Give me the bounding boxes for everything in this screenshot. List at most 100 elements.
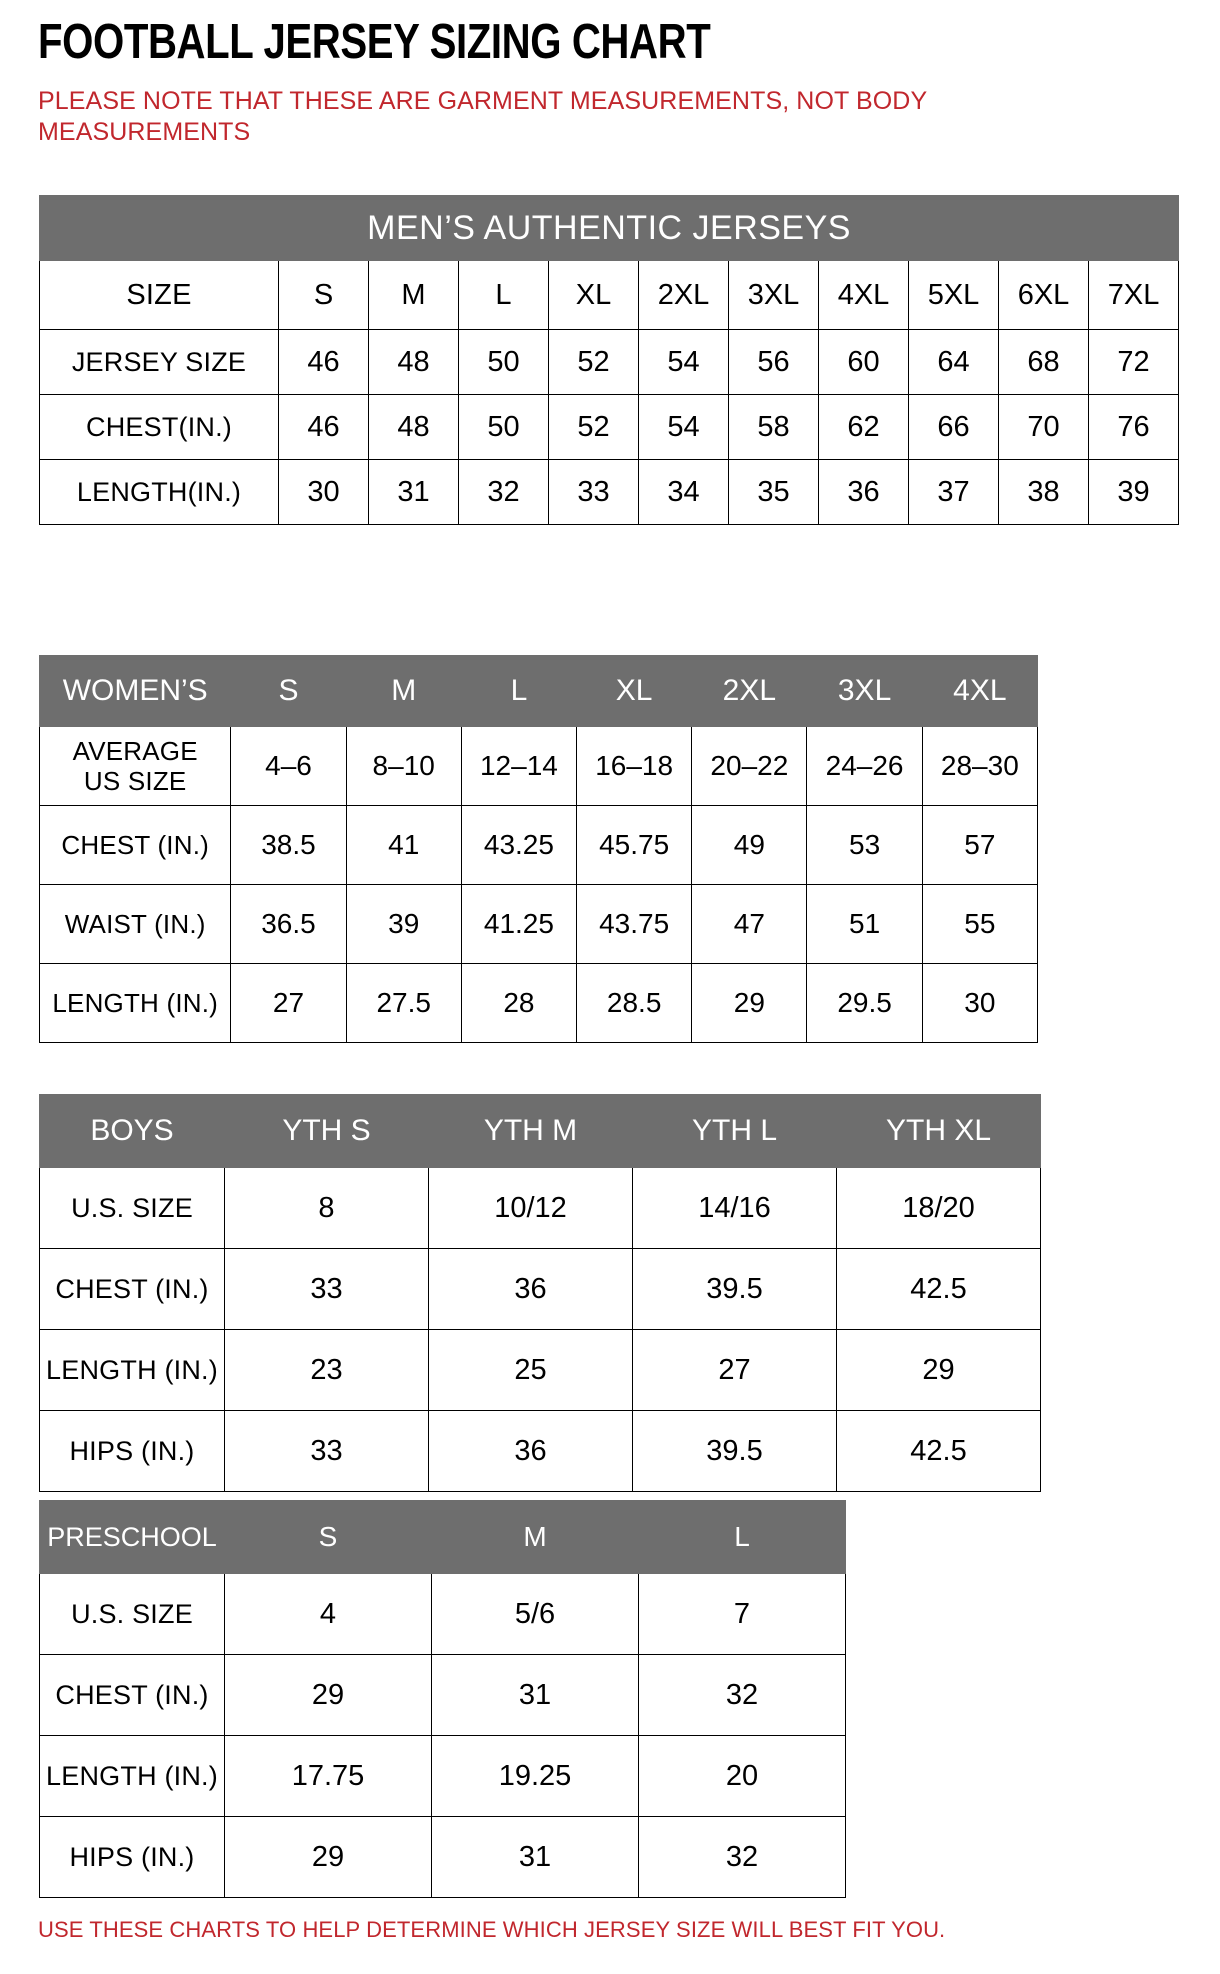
womens-cell-3-0: 27 bbox=[230, 963, 347, 1043]
boys-cell-1-2: 39.5 bbox=[632, 1248, 837, 1330]
mens-size-col-5: 3XL bbox=[728, 260, 819, 330]
mens-cell-1-1: 48 bbox=[368, 394, 459, 460]
boys-cell-2-1: 25 bbox=[428, 1329, 633, 1411]
mens-cell-1-8: 70 bbox=[998, 394, 1089, 460]
mens-row-label-2: LENGTH(IN.) bbox=[39, 459, 279, 525]
page-title: FOOTBALL JERSEY SIZING CHART bbox=[38, 15, 711, 69]
mens-cell-2-3: 33 bbox=[548, 459, 639, 525]
womens-size-col-6: 4XL bbox=[921, 655, 1039, 727]
mens-cell-2-0: 30 bbox=[278, 459, 369, 525]
womens-size-col-5: 3XL bbox=[806, 655, 923, 727]
womens-size-col-2: L bbox=[460, 655, 578, 727]
boys-cell-3-0: 33 bbox=[224, 1410, 429, 1492]
mens-cell-1-7: 66 bbox=[908, 394, 999, 460]
mens-cell-0-1: 48 bbox=[368, 329, 459, 395]
boys-cell-3-3: 42.5 bbox=[836, 1410, 1041, 1492]
table-row: HIPS (IN.) 33 36 39.5 42.5 bbox=[39, 1410, 1041, 1492]
womens-row-label-2: WAIST (IN.) bbox=[38, 884, 232, 964]
womens-cell-2-6: 55 bbox=[921, 884, 1039, 964]
womens-row-label-1: CHEST (IN.) bbox=[38, 805, 232, 885]
womens-cell-3-1: 27.5 bbox=[345, 963, 462, 1043]
preschool-corner-label: PRESCHOOL bbox=[39, 1500, 225, 1574]
preschool-cell-3-1: 31 bbox=[431, 1816, 639, 1898]
preschool-cell-3-0: 29 bbox=[224, 1816, 432, 1898]
table-header-row: BOYS YTH S YTH M YTH L YTH XL bbox=[39, 1094, 1041, 1168]
boys-row-label-3: HIPS (IN.) bbox=[39, 1410, 225, 1492]
table-row: HIPS (IN.) 29 31 32 bbox=[39, 1816, 846, 1898]
mens-authentic-jerseys-table: MEN’S AUTHENTIC JERSEYS SIZE S M L XL 2X… bbox=[38, 195, 1180, 525]
mens-size-col-6: 4XL bbox=[818, 260, 909, 330]
table-header-row: WOMEN’S S M L XL 2XL 3XL 4XL bbox=[38, 655, 1039, 727]
preschool-cell-0-1: 5/6 bbox=[431, 1573, 639, 1655]
womens-cell-2-2: 41.25 bbox=[460, 884, 578, 964]
mens-size-col-4: 2XL bbox=[638, 260, 729, 330]
womens-cell-3-5: 29.5 bbox=[806, 963, 923, 1043]
table-header-row: PRESCHOOL S M L bbox=[39, 1500, 846, 1574]
table-row: LENGTH (IN.) 23 25 27 29 bbox=[39, 1329, 1041, 1411]
mens-cell-2-7: 37 bbox=[908, 459, 999, 525]
womens-cell-0-4: 20–22 bbox=[691, 726, 808, 806]
table-banner-row: MEN’S AUTHENTIC JERSEYS bbox=[38, 195, 1180, 261]
womens-size-col-4: 2XL bbox=[691, 655, 808, 727]
mens-size-col-3: XL bbox=[548, 260, 639, 330]
preschool-row-label-0: U.S. SIZE bbox=[39, 1573, 225, 1655]
table-row: CHEST (IN.) 38.5 41 43.25 45.75 49 53 57 bbox=[38, 805, 1039, 885]
table-row: WAIST (IN.) 36.5 39 41.25 43.75 47 51 55 bbox=[38, 884, 1039, 964]
preschool-cell-1-1: 31 bbox=[431, 1654, 639, 1736]
preschool-cell-3-2: 32 bbox=[638, 1816, 846, 1898]
boys-cell-0-2: 14/16 bbox=[632, 1167, 837, 1249]
womens-cell-1-6: 57 bbox=[921, 805, 1039, 885]
boys-corner-label: BOYS bbox=[39, 1094, 225, 1168]
mens-cell-1-9: 76 bbox=[1087, 394, 1180, 460]
table-row: U.S. SIZE 8 10/12 14/16 18/20 bbox=[39, 1167, 1041, 1249]
mens-row-label-0: JERSEY SIZE bbox=[39, 329, 279, 395]
womens-cell-1-3: 45.75 bbox=[576, 805, 693, 885]
womens-cell-1-1: 41 bbox=[345, 805, 462, 885]
womens-cell-0-1: 8–10 bbox=[345, 726, 462, 806]
boys-size-col-0: YTH S bbox=[224, 1094, 429, 1168]
boys-cell-0-1: 10/12 bbox=[428, 1167, 633, 1249]
boys-cell-2-0: 23 bbox=[224, 1329, 429, 1411]
table-row: U.S. SIZE 4 5/6 7 bbox=[39, 1573, 846, 1655]
mens-cell-0-5: 56 bbox=[728, 329, 819, 395]
preschool-cell-1-2: 32 bbox=[638, 1654, 846, 1736]
table-row: CHEST (IN.) 33 36 39.5 42.5 bbox=[39, 1248, 1041, 1330]
mens-cell-0-9: 72 bbox=[1087, 329, 1180, 395]
preschool-row-label-1: CHEST (IN.) bbox=[39, 1654, 225, 1736]
womens-cell-3-2: 28 bbox=[460, 963, 578, 1043]
mens-size-col-2: L bbox=[458, 260, 549, 330]
table-row: SIZE S M L XL 2XL 3XL 4XL 5XL 6XL 7XL bbox=[39, 260, 1180, 330]
boys-cell-2-3: 29 bbox=[836, 1329, 1041, 1411]
boys-cell-3-2: 39.5 bbox=[632, 1410, 837, 1492]
mens-size-col-9: 7XL bbox=[1087, 260, 1180, 330]
mens-cell-0-8: 68 bbox=[998, 329, 1089, 395]
womens-cell-1-4: 49 bbox=[691, 805, 808, 885]
boys-cell-2-2: 27 bbox=[632, 1329, 837, 1411]
mens-cell-2-1: 31 bbox=[368, 459, 459, 525]
mens-cell-0-0: 46 bbox=[278, 329, 369, 395]
womens-cell-2-4: 47 bbox=[691, 884, 808, 964]
womens-row-label-3: LENGTH (IN.) bbox=[38, 963, 232, 1043]
mens-cell-0-6: 60 bbox=[818, 329, 909, 395]
mens-size-col-1: M bbox=[368, 260, 459, 330]
mens-cell-0-7: 64 bbox=[908, 329, 999, 395]
womens-cell-1-2: 43.25 bbox=[460, 805, 578, 885]
table-row: AVERAGE US SIZE 4–6 8–10 12–14 16–18 20–2… bbox=[38, 726, 1039, 806]
boys-row-label-2: LENGTH (IN.) bbox=[39, 1329, 225, 1411]
womens-cell-3-6: 30 bbox=[921, 963, 1039, 1043]
boys-cell-0-0: 8 bbox=[224, 1167, 429, 1249]
womens-corner-label: WOMEN’S bbox=[38, 655, 232, 727]
mens-corner-label: SIZE bbox=[39, 260, 279, 330]
mens-cell-1-5: 58 bbox=[728, 394, 819, 460]
boys-cell-1-3: 42.5 bbox=[836, 1248, 1041, 1330]
preschool-size-col-2: L bbox=[638, 1500, 846, 1574]
preschool-cell-2-1: 19.25 bbox=[431, 1735, 639, 1817]
womens-cell-1-5: 53 bbox=[806, 805, 923, 885]
garment-measurement-note: PLEASE NOTE THAT THESE ARE GARMENT MEASU… bbox=[38, 87, 927, 146]
preschool-size-col-0: S bbox=[224, 1500, 432, 1574]
use-charts-note: USE THESE CHARTS TO HELP DETERMINE WHICH… bbox=[38, 1917, 946, 1942]
mens-cell-1-3: 52 bbox=[548, 394, 639, 460]
womens-cell-0-3: 16–18 bbox=[576, 726, 693, 806]
boys-row-label-0: U.S. SIZE bbox=[39, 1167, 225, 1249]
